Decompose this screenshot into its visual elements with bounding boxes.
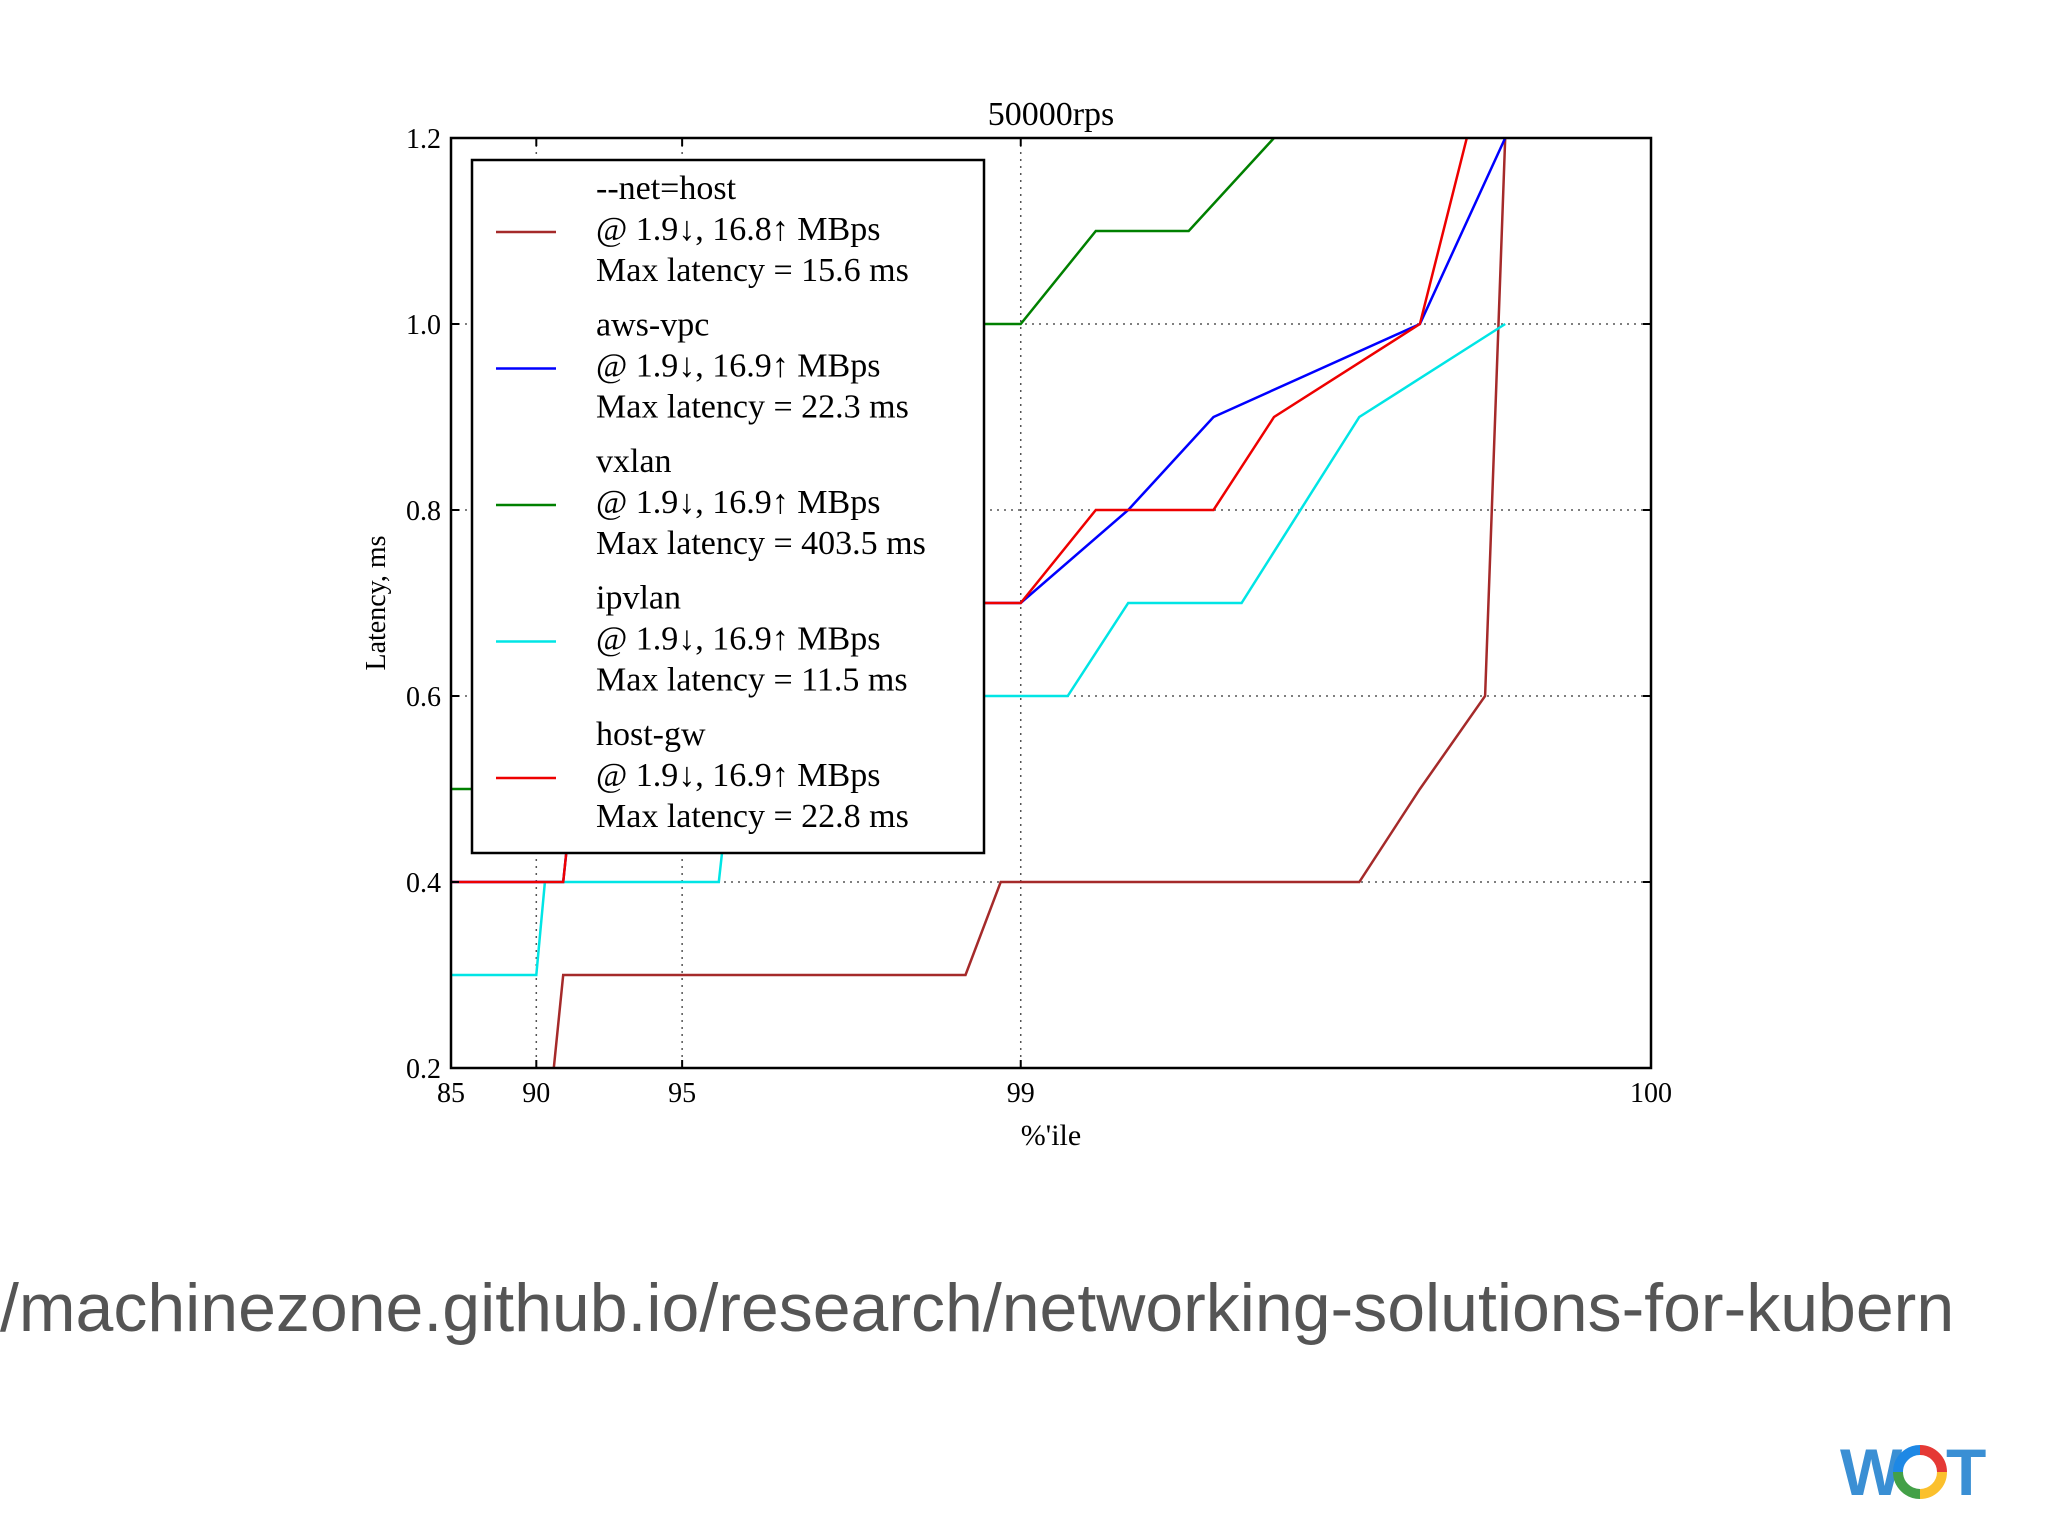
- logo-o-segment: [1919, 1445, 1947, 1473]
- chart-title: 50000rps: [988, 96, 1115, 133]
- x-axis-label: %'ile: [1021, 1119, 1081, 1152]
- legend-text-aws-vpc: Max latency = 22.3 ms: [596, 389, 909, 426]
- logo-letter-w: W: [1840, 1435, 1903, 1505]
- x-tick-label: 95: [668, 1078, 696, 1109]
- legend-text-vxlan: @ 1.9↓, 16.9↑ MBps: [596, 484, 880, 521]
- logo-o-segment: [1893, 1471, 1921, 1499]
- x-tick-label: 100: [1630, 1078, 1672, 1109]
- y-axis-label: Latency, ms: [361, 535, 392, 670]
- legend-text-vxlan: vxlan: [596, 443, 672, 480]
- x-tick-label: 85: [437, 1078, 465, 1109]
- legend-text-ipvlan: Max latency = 11.5 ms: [596, 662, 908, 699]
- plot-frame: [449, 136, 1653, 1070]
- source-url: /machinezone.github.io/research/networki…: [0, 1270, 1955, 1346]
- legend: --net=host @ 1.9↓, 16.8↑ MBps Max latency …: [470, 158, 986, 855]
- y-tick-label: 0.6: [406, 682, 441, 713]
- x-tick-label: 99: [1007, 1078, 1035, 1109]
- logo-o-segment: [1893, 1445, 1921, 1473]
- y-tick-label: 0.8: [406, 496, 441, 527]
- y-tick-label: 0.2: [406, 1054, 441, 1085]
- axis-ticks: 85 90 95 99 100 0.2 0.4 0.6 0.8 1.0 1.2: [406, 124, 1672, 1109]
- logo-o-segment: [1919, 1471, 1947, 1499]
- legend-text-host-gw: @ 1.9↓, 16.9↑ MBps: [596, 757, 880, 794]
- legend-text-net-host: Max latency = 15.6 ms: [596, 252, 909, 289]
- legend-text-vxlan: Max latency = 403.5 ms: [596, 525, 926, 562]
- legend-text-host-gw: host-gw: [596, 716, 706, 753]
- y-tick-label: 1.2: [406, 124, 441, 155]
- legend-text-aws-vpc: aws-vpc: [596, 307, 709, 344]
- x-tick-label: 90: [522, 1078, 550, 1109]
- legend-text-net-host: --net=host: [596, 170, 737, 207]
- legend-text-host-gw: Max latency = 22.8 ms: [596, 798, 909, 835]
- y-tick-label: 0.4: [406, 868, 441, 899]
- legend-box: [470, 158, 986, 855]
- legend-text-ipvlan: ipvlan: [596, 580, 681, 617]
- legend-text-aws-vpc: @ 1.9↓, 16.9↑ MBps: [596, 348, 880, 385]
- legend-text-net-host: @ 1.9↓, 16.8↑ MBps: [596, 211, 880, 248]
- legend-text-ipvlan: @ 1.9↓, 16.9↑ MBps: [596, 621, 880, 658]
- series-line-net-host: [552, 138, 1507, 1068]
- y-tick-label: 1.0: [406, 310, 441, 341]
- logo-letter-t: T: [1946, 1435, 1986, 1505]
